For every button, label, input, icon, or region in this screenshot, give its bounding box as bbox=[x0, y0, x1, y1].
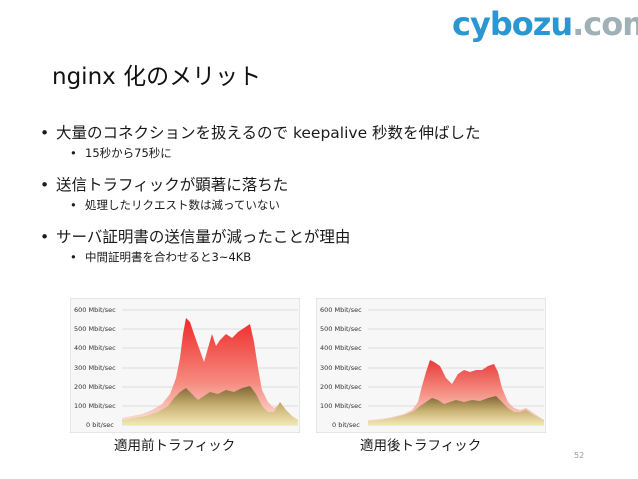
bullet-dot: • bbox=[40, 176, 50, 194]
sub-bullet-text: 処理したリクエスト数は減っていない bbox=[85, 198, 280, 212]
bullet-text: サーバ証明書の送信量が減ったことが理由 bbox=[56, 228, 351, 246]
sub-bullet-dot: • bbox=[70, 146, 77, 160]
cybozu-logo: cybozu.com bbox=[452, 2, 638, 46]
logo-dotcom-text: .com bbox=[572, 5, 638, 43]
y-tick: 0 bit/sec bbox=[86, 421, 114, 429]
y-tick: 400 Mbit/sec bbox=[320, 344, 362, 352]
y-tick: 0 bit/sec bbox=[332, 421, 360, 429]
y-tick: 200 Mbit/sec bbox=[320, 383, 362, 391]
y-tick: 100 Mbit/sec bbox=[320, 402, 362, 410]
bullet-text: 送信トラフィックが顕著に落ちた bbox=[56, 176, 289, 194]
logo-main-text: cybozu bbox=[452, 5, 573, 43]
traffic-graph-after: 600 Mbit/sec 500 Mbit/sec 400 Mbit/sec 3… bbox=[316, 298, 546, 433]
bullet-text: 大量のコネクションを扱えるので keepalive 秒数を伸ばした bbox=[56, 124, 481, 142]
sub-bullet-item: • 中間証明書を合わせると3~4KB bbox=[40, 248, 620, 266]
sub-bullet-item: • 15秒から75秒に bbox=[40, 144, 620, 162]
sub-bullet-text: 中間証明書を合わせると3~4KB bbox=[85, 250, 252, 264]
y-tick: 200 Mbit/sec bbox=[74, 383, 116, 391]
sub-bullet-dot: • bbox=[70, 250, 77, 264]
sub-bullet-item: • 処理したリクエスト数は減っていない bbox=[40, 196, 620, 214]
bullet-item: • サーバ証明書の送信量が減ったことが理由 bbox=[40, 226, 620, 248]
y-tick: 600 Mbit/sec bbox=[74, 306, 116, 314]
bullet-item: • 送信トラフィックが顕著に落ちた bbox=[40, 174, 620, 196]
y-tick: 100 Mbit/sec bbox=[74, 402, 116, 410]
slide-title: nginx 化のメリット bbox=[52, 64, 262, 90]
traffic-graph-before-image: 600 Mbit/sec 500 Mbit/sec 400 Mbit/sec 3… bbox=[70, 298, 300, 433]
bullet-item: • 大量のコネクションを扱えるので keepalive 秒数を伸ばした bbox=[40, 122, 620, 144]
bullet-dot: • bbox=[40, 124, 50, 142]
y-tick: 500 Mbit/sec bbox=[320, 325, 362, 333]
traffic-graph-before: 600 Mbit/sec 500 Mbit/sec 400 Mbit/sec 3… bbox=[70, 298, 300, 433]
y-tick: 500 Mbit/sec bbox=[74, 325, 116, 333]
caption-after: 適用後トラフィック bbox=[360, 438, 482, 454]
traffic-graph-after-image: 600 Mbit/sec 500 Mbit/sec 400 Mbit/sec 3… bbox=[316, 298, 546, 433]
caption-before: 適用前トラフィック bbox=[114, 438, 236, 454]
page-number: 52 bbox=[574, 451, 585, 460]
bullet-dot: • bbox=[40, 228, 50, 246]
y-tick: 300 Mbit/sec bbox=[74, 364, 116, 372]
y-tick: 400 Mbit/sec bbox=[74, 344, 116, 352]
sub-bullet-text: 15秒から75秒に bbox=[85, 146, 172, 160]
bullet-list: • 大量のコネクションを扱えるので keepalive 秒数を伸ばした • 15… bbox=[40, 122, 620, 266]
sub-bullet-dot: • bbox=[70, 198, 77, 212]
y-tick: 600 Mbit/sec bbox=[320, 306, 362, 314]
y-tick: 300 Mbit/sec bbox=[320, 364, 362, 372]
